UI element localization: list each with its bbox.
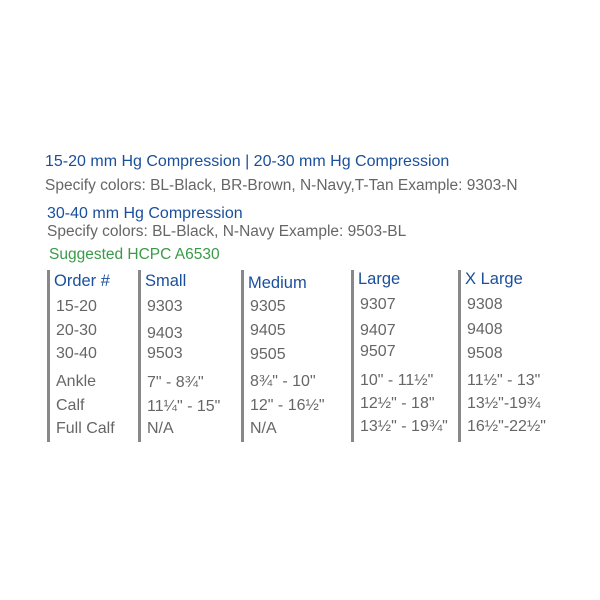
column-header: X Large (465, 270, 523, 288)
column-divider (458, 270, 461, 442)
table-cell: Calf (56, 397, 85, 414)
table-cell: 9305 (250, 298, 286, 315)
table-cell: 9407 (360, 322, 396, 339)
column-header: Large (358, 270, 401, 288)
table-cell: 10" - 11½" (360, 372, 434, 389)
table-cell: 12" - 16½" (250, 397, 325, 414)
table-cell: 15-20 (56, 298, 97, 315)
column-divider (138, 270, 141, 442)
column-header: Small (145, 272, 187, 290)
table-cell: 9507 (360, 343, 396, 360)
table-cell: 9508 (467, 345, 503, 362)
table-cell: 9505 (250, 346, 286, 363)
table-cell: 7" - 8¾" (147, 374, 204, 391)
color-options-2: Specify colors: BL-Black, N-Navy Example… (47, 223, 407, 240)
table-cell: 9307 (360, 296, 396, 313)
table-cell: Full Calf (56, 420, 115, 437)
table-cell: 9308 (467, 296, 503, 313)
table-cell: 12½" - 18" (360, 395, 435, 412)
column-header: Order # (54, 272, 110, 290)
table-cell: 9403 (147, 325, 183, 342)
compression-heading-2: 30-40 mm Hg Compression (47, 205, 243, 222)
table-cell: 16½"-22½" (467, 418, 546, 435)
table-cell: 11¼" - 15" (147, 398, 221, 415)
table-cell: 13½"-19¾ (467, 395, 541, 412)
table-cell: 9405 (250, 322, 286, 339)
table-cell: Ankle (56, 373, 97, 390)
table-cell: 30-40 (56, 345, 97, 362)
compression-heading-1: 15-20 mm Hg Compression | 20-30 mm Hg Co… (45, 153, 450, 170)
table-cell: 20-30 (56, 322, 97, 339)
column-divider (351, 270, 354, 442)
table-cell: N/A (250, 420, 277, 437)
table-cell: N/A (147, 420, 174, 437)
table-cell: 9408 (467, 321, 503, 338)
table-cell: 8¾" - 10" (250, 373, 316, 390)
color-options-1: Specify colors: BL-Black, BR-Brown, N-Na… (45, 177, 518, 194)
table-cell: 9503 (147, 345, 183, 362)
column-header: Medium (248, 274, 307, 292)
hcpc-code: Suggested HCPC A6530 (49, 246, 220, 263)
table-cell: 13½" - 19¾" (360, 418, 448, 435)
table-cell: 9303 (147, 298, 183, 315)
table-cell: 11½" - 13" (467, 372, 541, 389)
column-divider (241, 270, 244, 442)
column-divider (47, 270, 50, 442)
